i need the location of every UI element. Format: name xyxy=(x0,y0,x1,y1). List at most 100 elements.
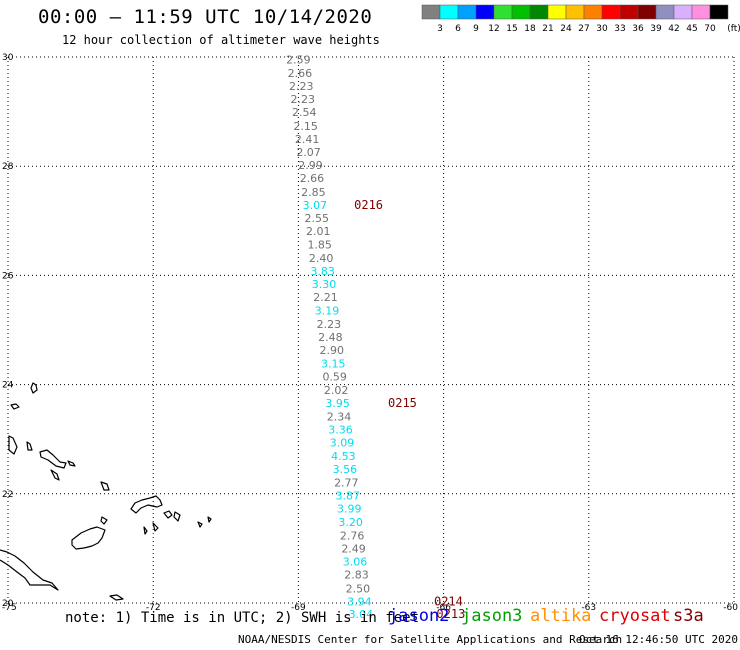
wave-height-value: 3.06 xyxy=(343,556,368,569)
wave-height-value: 2.15 xyxy=(293,120,318,133)
pass-time-label: 0215 xyxy=(388,396,417,410)
color-swatch-label: 30 xyxy=(596,24,608,34)
wave-height-value: 3.83 xyxy=(310,265,335,278)
color-swatch-label: 33 xyxy=(614,24,625,34)
wave-height-value: 2.59 xyxy=(286,54,311,67)
wave-height-value: 2.07 xyxy=(296,146,321,159)
wave-height-value: 3.30 xyxy=(312,278,337,291)
wave-height-value: 2.40 xyxy=(309,252,334,265)
y-tick-label: 22 xyxy=(2,490,13,500)
page-subtitle: 12 hour collection of altimeter wave hei… xyxy=(62,33,380,47)
color-swatch-max xyxy=(709,4,729,20)
wave-height-value: 2.55 xyxy=(305,212,330,225)
x-tick-label: -72 xyxy=(146,603,161,613)
island-long-island xyxy=(50,469,60,481)
wave-height-value: 0.59 xyxy=(322,370,347,383)
wave-height-value: 3.56 xyxy=(333,463,358,476)
island-small-4 xyxy=(109,594,124,601)
x-tick-label: -60 xyxy=(723,603,738,613)
wave-height-value: 2.90 xyxy=(320,344,345,357)
pass-time-label: 0213 xyxy=(436,607,465,621)
wave-height-value: 3.15 xyxy=(321,357,346,370)
island-caicos-2 xyxy=(130,495,163,514)
wave-height-value: 2.83 xyxy=(344,569,369,582)
footer-note: note: 1) Time is in UTC; 2) SWH is in fe… xyxy=(65,610,420,626)
coastline-islands xyxy=(0,382,212,601)
island-caicos-5 xyxy=(152,522,159,532)
y-tick-label: 20 xyxy=(2,599,14,609)
wave-height-value: 3.95 xyxy=(325,397,350,410)
wave-height-value: 3.09 xyxy=(330,436,355,449)
x-tick-label: -66 xyxy=(436,603,451,613)
island-eleuthera xyxy=(10,403,20,410)
generated-timestamp: Oct 16 12:46:50 UTC 2020 xyxy=(579,633,738,646)
island-abaco xyxy=(30,382,38,394)
wave-height-value: 3.94 xyxy=(347,595,372,608)
island-turks xyxy=(100,516,108,525)
wave-height-value: 2.50 xyxy=(346,582,371,595)
sat-label-cryosat: cryosat xyxy=(599,606,671,626)
island-exuma-1 xyxy=(26,441,33,451)
color-swatch-label: 15 xyxy=(506,24,517,34)
wave-height-value: 3.07 xyxy=(303,199,328,212)
color-swatch-label: 3 xyxy=(437,24,443,34)
island-inagua-north xyxy=(67,460,76,467)
color-swatch-label: 42 xyxy=(668,24,679,34)
wave-height-value: 2.49 xyxy=(341,542,366,555)
page-title: 00:00 – 11:59 UTC 10/14/2020 xyxy=(38,6,373,28)
x-tick-label: -63 xyxy=(581,603,596,613)
color-scale-unit: (ft) xyxy=(727,24,740,34)
y-tick-label: 24 xyxy=(2,381,14,391)
color-swatch-label: 70 xyxy=(704,24,716,34)
wave-height-value: 2.21 xyxy=(313,291,338,304)
wave-height-value: 2.99 xyxy=(298,159,323,172)
wave-height-value: 2.54 xyxy=(292,106,317,119)
wave-height-value: 2.02 xyxy=(324,384,349,397)
wave-height-value: 2.48 xyxy=(318,331,343,344)
sat-label-s3a: s3a xyxy=(673,606,704,626)
wave-height-value: 2.66 xyxy=(288,67,313,80)
color-swatch-label: 27 xyxy=(578,24,589,34)
y-tick-label: 28 xyxy=(2,162,14,172)
wave-height-value: 2.41 xyxy=(295,133,320,146)
wave-height-value: 1.85 xyxy=(307,238,332,251)
color-swatch-label: 12 xyxy=(488,24,499,34)
island-cuba xyxy=(0,549,59,591)
island-exuma-2 xyxy=(39,449,67,469)
y-tick-label: 30 xyxy=(2,53,14,63)
wave-height-value: 3.19 xyxy=(315,304,340,317)
wave-height-value: 4.53 xyxy=(331,450,356,463)
x-tick-label: -75 xyxy=(2,603,17,613)
island-hispaniola xyxy=(71,526,106,550)
pass-time-label: 0216 xyxy=(354,198,383,212)
wave-height-value: 2.01 xyxy=(306,225,331,238)
wave-height-value: 2.23 xyxy=(289,80,314,93)
wave-height-value: 3.36 xyxy=(328,423,353,436)
grid-lines xyxy=(7,56,735,604)
wave-height-value: 3.87 xyxy=(336,489,361,502)
y-tick-label: 26 xyxy=(2,271,14,281)
color-swatch-label: 45 xyxy=(686,24,697,34)
x-tick-label: -69 xyxy=(291,603,306,613)
wave-height-value: 2.76 xyxy=(340,529,365,542)
sat-label-jason3: jason3 xyxy=(461,606,523,626)
wave-height-value: 3.20 xyxy=(338,516,363,529)
color-swatch-label: 18 xyxy=(524,24,536,34)
island-small-3 xyxy=(207,516,212,523)
sat-label-jason2: jason2 xyxy=(388,606,450,626)
sat-label-altika: altika xyxy=(530,606,592,626)
wave-height-value: 2.34 xyxy=(327,410,352,423)
island-caicos-3 xyxy=(163,510,173,519)
wave-height-value: 2.66 xyxy=(300,172,325,185)
color-swatch-label: 21 xyxy=(542,24,553,34)
color-swatch-label: 39 xyxy=(650,24,662,34)
island-small-2 xyxy=(197,521,203,528)
wave-height-value: 3.04 xyxy=(349,608,374,621)
wave-height-value: 2.23 xyxy=(291,93,316,106)
wave-height-value: 2.85 xyxy=(301,186,326,199)
island-small-1 xyxy=(143,526,148,535)
color-swatch-label: 24 xyxy=(560,24,572,34)
wave-height-value: 3.99 xyxy=(337,503,362,516)
wave-height-value: 2.23 xyxy=(317,318,342,331)
wave-height-value: 2.77 xyxy=(334,476,359,489)
